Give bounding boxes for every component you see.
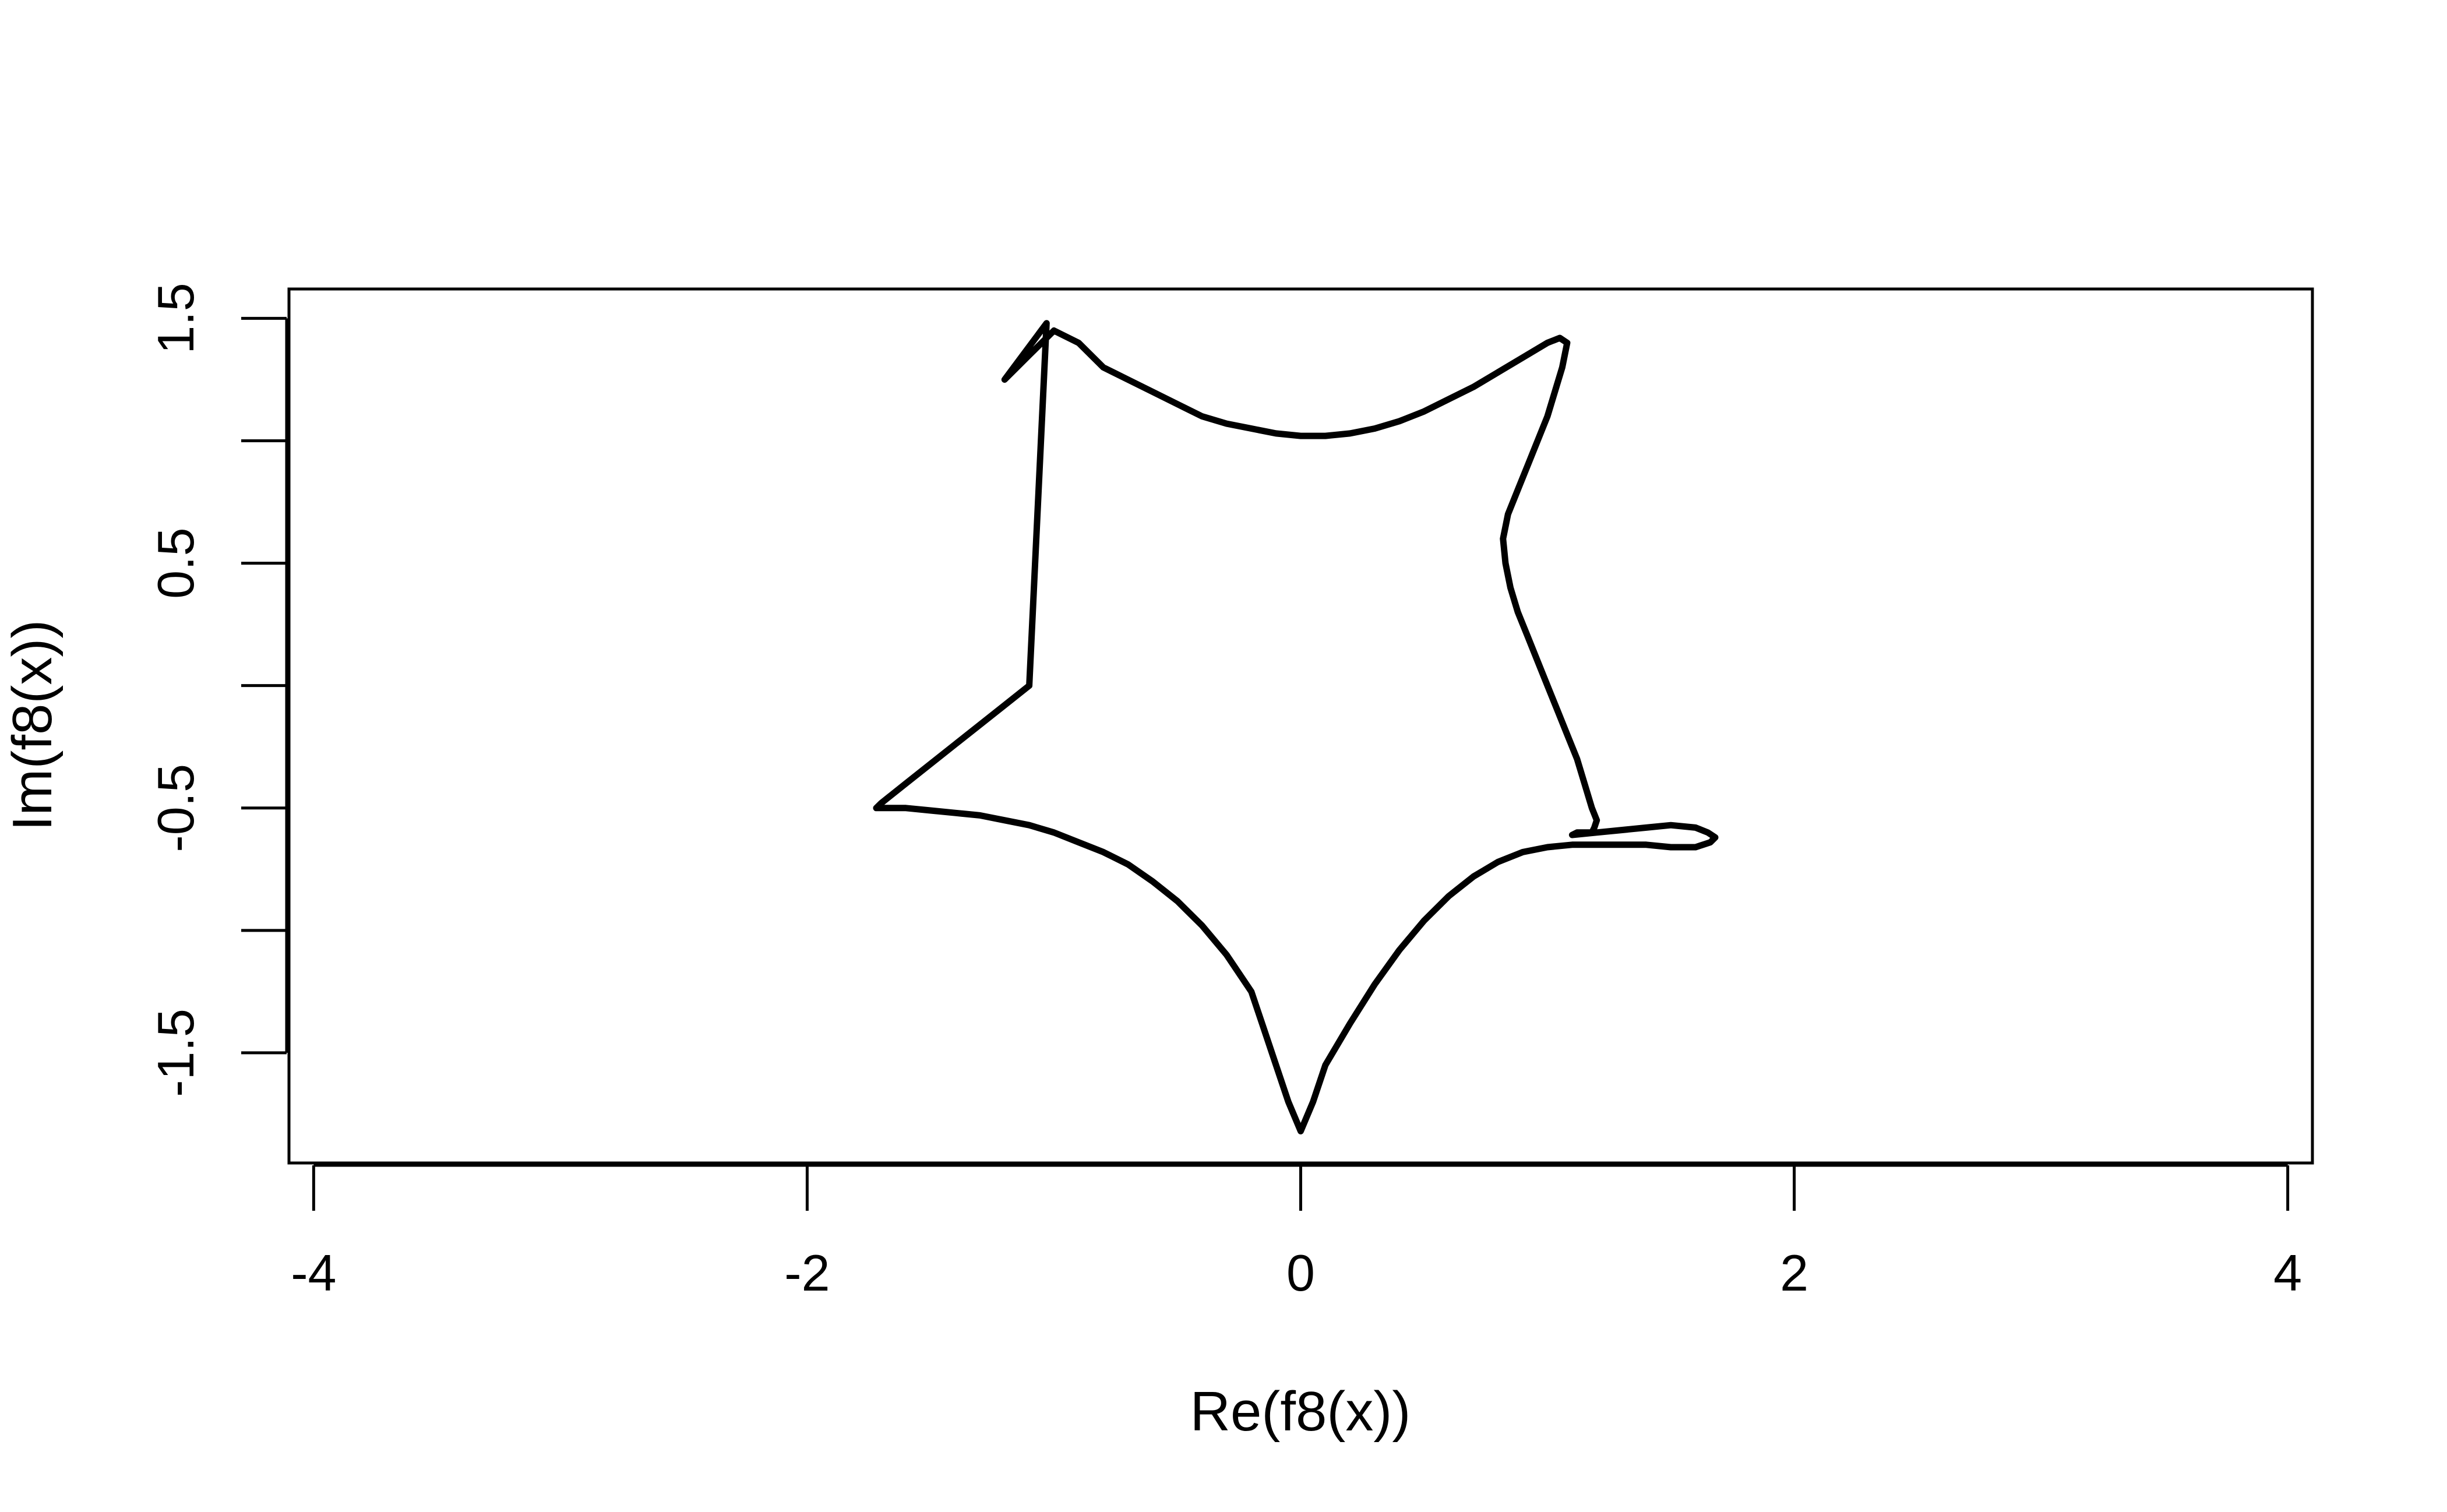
x-tick-label: -2	[784, 1244, 830, 1302]
x-tick-label: 4	[2273, 1244, 2302, 1302]
x-tick-label: 2	[1780, 1244, 1808, 1302]
x-axis: -4 -2 0 2 4	[291, 1164, 2302, 1302]
y-axis: -1.5 -0.5 0.5 1.5	[147, 283, 288, 1097]
y-tick-label: -1.5	[147, 1009, 204, 1097]
y-tick-label: -0.5	[147, 764, 204, 852]
y-axis-title: Im(f8(x))	[1, 620, 64, 831]
y-tick-label: 0.5	[147, 527, 204, 598]
plot-frame	[287, 287, 2314, 1165]
curve-layer	[873, 320, 1719, 1134]
x-tick-label: 0	[1286, 1244, 1315, 1302]
series-line	[873, 320, 1719, 1134]
y-tick-label: 1.5	[147, 283, 204, 354]
x-axis-title: Re(f8(x))	[1190, 1380, 1411, 1443]
x-tick-label: -4	[291, 1244, 336, 1302]
